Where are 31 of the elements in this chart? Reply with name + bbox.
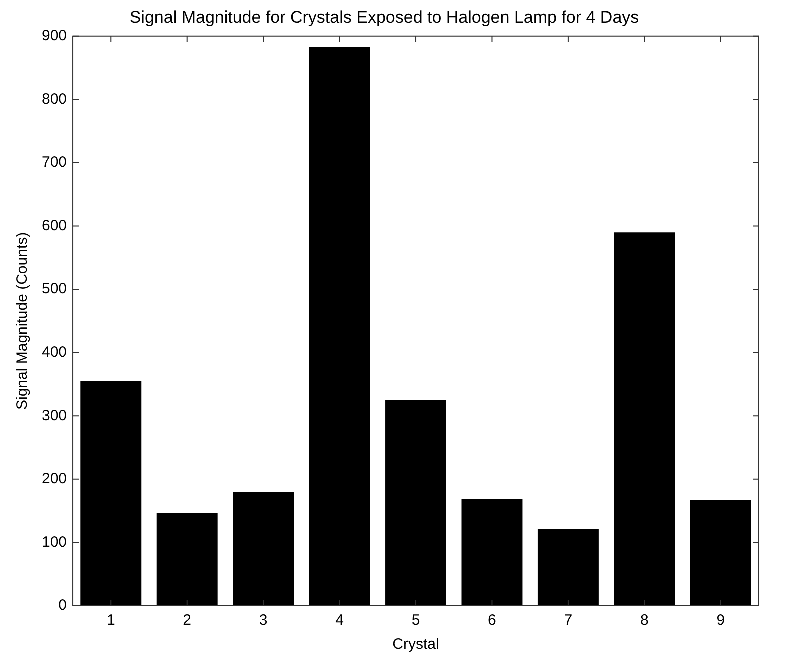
bar [462, 499, 523, 606]
bar [690, 500, 752, 606]
y-tick-label: 600 [42, 217, 68, 234]
y-tick-label: 400 [42, 344, 68, 361]
bar [614, 232, 676, 606]
bar [386, 400, 446, 606]
x-tick-label: 8 [640, 612, 649, 630]
x-tick-label: 7 [564, 612, 573, 630]
y-tick-label: 200 [42, 470, 68, 488]
x-tick-label: 2 [183, 612, 192, 630]
bar [80, 381, 142, 606]
y-tick-label: 100 [42, 534, 68, 551]
x-tick-label: 3 [259, 612, 268, 630]
chart-title: Signal Magnitude for Crystals Exposed to Halogen Lamp for 4 Days [130, 8, 640, 27]
x-tick-label: 1 [106, 612, 116, 630]
y-tick-label: 0 [58, 597, 68, 614]
bar [309, 47, 370, 606]
bar [233, 492, 294, 606]
y-tick-label: 500 [42, 280, 68, 298]
y-tick-label: 700 [42, 154, 68, 172]
y-tick-label: 900 [42, 28, 68, 45]
x-tick-label: 4 [336, 612, 344, 630]
y-tick-label: 300 [42, 407, 68, 424]
bar [156, 512, 218, 606]
x-axis-title: Crystal [392, 636, 440, 654]
bar [538, 529, 599, 606]
x-tick-label: 5 [412, 612, 420, 630]
y-tick-label: 800 [42, 90, 68, 108]
y-axis-title: Signal Magnitude (Counts) [14, 232, 32, 410]
x-tick-label: 9 [716, 612, 726, 630]
x-tick-label: 6 [488, 612, 496, 630]
